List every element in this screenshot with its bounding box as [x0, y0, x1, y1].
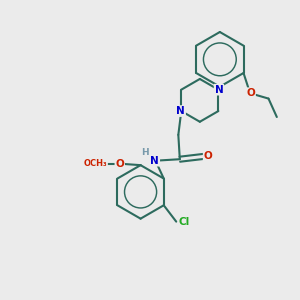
Text: O: O [204, 151, 212, 160]
Text: N: N [214, 85, 223, 95]
Text: O: O [116, 159, 124, 169]
Text: O: O [246, 88, 255, 98]
Text: N: N [151, 156, 159, 166]
Text: Cl: Cl [179, 217, 190, 226]
Text: H: H [141, 148, 149, 157]
Text: N: N [176, 106, 185, 116]
Text: OCH₃: OCH₃ [84, 159, 107, 168]
